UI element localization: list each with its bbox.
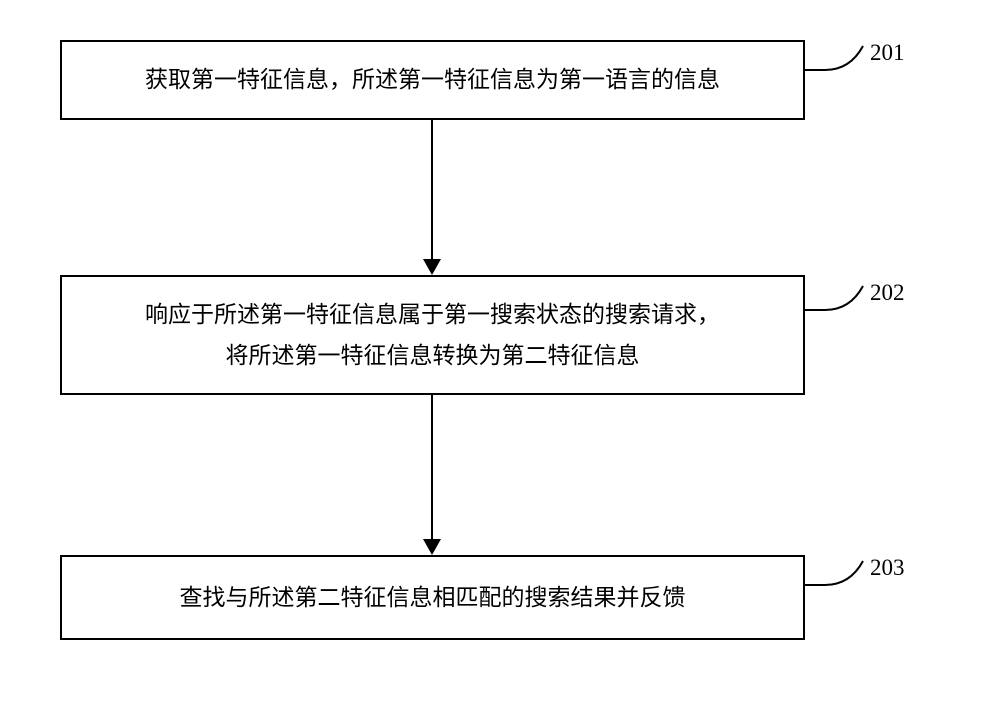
arrow-2-head [423,539,441,555]
step-text-3: 查找与所述第二特征信息相匹配的搜索结果并反馈 [180,577,686,618]
connector-3 [805,555,875,600]
step-label-2: 202 [870,280,905,306]
step-box-1: 获取第一特征信息，所述第一特征信息为第一语言的信息 [60,40,805,120]
step-box-2: 响应于所述第一特征信息属于第一搜索状态的搜索请求， 将所述第一特征信息转换为第二… [60,275,805,395]
step-text-2: 响应于所述第一特征信息属于第一搜索状态的搜索请求， 将所述第一特征信息转换为第二… [145,294,720,377]
arrow-1-head [423,259,441,275]
connector-1 [805,40,875,85]
connector-2 [805,280,875,325]
step-text-1: 获取第一特征信息，所述第一特征信息为第一语言的信息 [145,59,720,100]
step-label-3: 203 [870,555,905,581]
step-box-3: 查找与所述第二特征信息相匹配的搜索结果并反馈 [60,555,805,640]
arrow-1-line [431,120,433,259]
arrow-2-line [431,395,433,539]
step-label-1: 201 [870,40,905,66]
flowchart-canvas: { "background_color": "#ffffff", "border… [0,0,1000,720]
